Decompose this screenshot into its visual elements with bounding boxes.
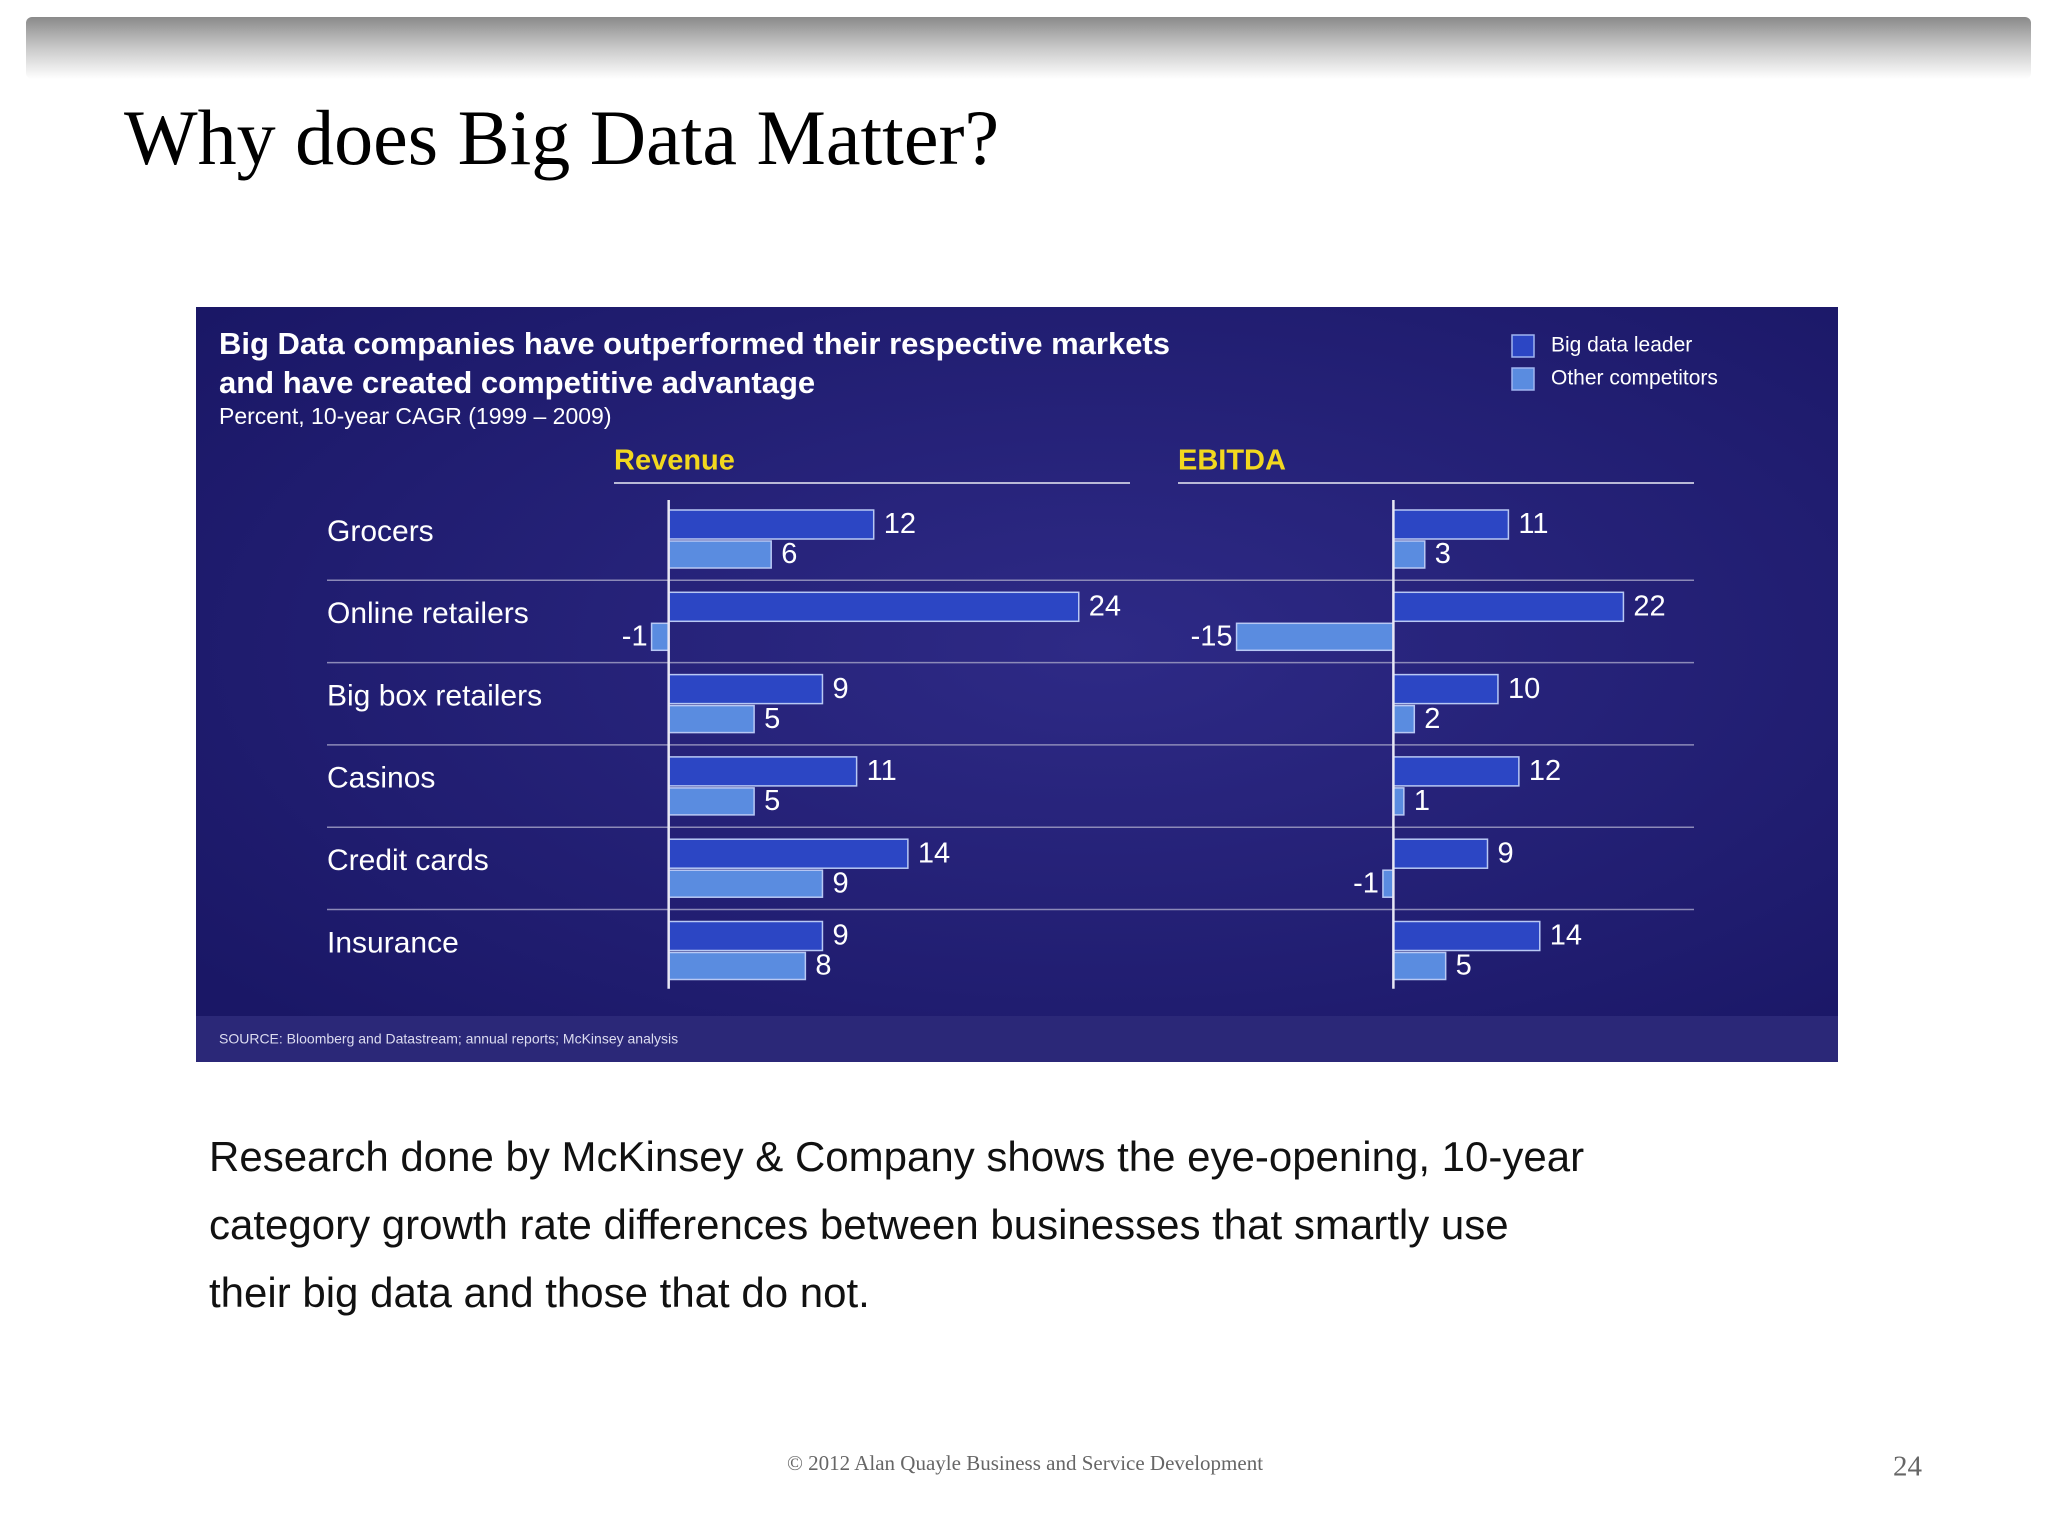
value-label: 6 bbox=[781, 538, 797, 570]
bar bbox=[667, 920, 824, 952]
caption-line: their big data and those that do not. bbox=[209, 1269, 870, 1316]
bar bbox=[1392, 704, 1416, 734]
bar bbox=[1392, 951, 1447, 981]
page-number: 24 bbox=[1893, 1451, 1923, 1483]
value-label: 5 bbox=[1456, 950, 1472, 982]
chart-panel bbox=[196, 307, 1838, 1062]
category-label: Online retailers bbox=[327, 597, 529, 630]
bar bbox=[667, 591, 1080, 623]
bar bbox=[667, 509, 875, 540]
bar bbox=[667, 869, 824, 898]
bar bbox=[1235, 622, 1395, 652]
value-label: 5 bbox=[764, 785, 780, 817]
value-label: -1 bbox=[1353, 867, 1379, 899]
value-label: 5 bbox=[764, 703, 780, 735]
bar bbox=[650, 622, 670, 652]
bar bbox=[1392, 673, 1499, 705]
bar bbox=[1392, 920, 1541, 952]
value-label: 24 bbox=[1089, 590, 1121, 622]
value-label: 14 bbox=[918, 837, 950, 869]
bar bbox=[1392, 591, 1625, 623]
legend-label: Big data leader bbox=[1551, 334, 1692, 357]
caption-line: category growth rate differences between… bbox=[209, 1201, 1509, 1248]
bar bbox=[667, 951, 807, 981]
value-label: 9 bbox=[1497, 837, 1513, 869]
legend-swatch bbox=[1511, 367, 1535, 391]
bar bbox=[1382, 869, 1395, 898]
value-label: 11 bbox=[867, 755, 897, 787]
value-label: 8 bbox=[815, 950, 831, 982]
bar bbox=[667, 673, 824, 705]
category-label: Grocers bbox=[327, 515, 434, 548]
chart-title: and have created competitive advantage bbox=[219, 365, 815, 400]
category-label: Insurance bbox=[327, 926, 459, 959]
category-label: Big box retailers bbox=[327, 679, 542, 712]
panel-title: EBITDA bbox=[1178, 445, 1286, 477]
value-label: -1 bbox=[622, 620, 648, 652]
value-label: 9 bbox=[832, 867, 848, 899]
source-strip bbox=[196, 1016, 1838, 1062]
chart-title: Big Data companies have outperformed the… bbox=[219, 326, 1170, 361]
value-label: 22 bbox=[1633, 590, 1665, 622]
value-label: 3 bbox=[1435, 538, 1451, 570]
top-bar bbox=[26, 17, 2031, 79]
bar bbox=[1392, 756, 1520, 787]
value-label: 1 bbox=[1414, 785, 1430, 817]
chart-source: SOURCE: Bloomberg and Datastream; annual… bbox=[219, 1031, 678, 1047]
value-label: 9 bbox=[832, 920, 848, 952]
value-label: 12 bbox=[1529, 755, 1561, 787]
bar bbox=[667, 756, 858, 787]
value-label: -15 bbox=[1191, 620, 1233, 652]
category-label: Credit cards bbox=[327, 844, 489, 877]
legend-swatch bbox=[1511, 334, 1535, 358]
footer: © 2012 Alan Quayle Business and Service … bbox=[787, 1451, 1263, 1475]
category-label: Casinos bbox=[327, 762, 435, 795]
value-label: 2 bbox=[1424, 703, 1440, 735]
value-label: 14 bbox=[1550, 920, 1582, 952]
bar bbox=[667, 704, 755, 734]
value-label: 9 bbox=[832, 673, 848, 705]
bar bbox=[1392, 787, 1405, 816]
slide-title: Why does Big Data Matter? bbox=[124, 94, 999, 181]
chart-subtitle: Percent, 10-year CAGR (1999 – 2009) bbox=[219, 403, 611, 429]
value-label: 11 bbox=[1518, 508, 1548, 540]
panel-title: Revenue bbox=[614, 445, 735, 477]
caption-line: Research done by McKinsey & Company show… bbox=[209, 1133, 1584, 1180]
legend-label: Other competitors bbox=[1551, 367, 1718, 390]
bar bbox=[1392, 540, 1426, 569]
bar bbox=[1392, 509, 1510, 540]
value-label: 12 bbox=[884, 508, 916, 540]
bar bbox=[667, 838, 909, 869]
bar bbox=[667, 787, 755, 816]
value-label: 10 bbox=[1508, 673, 1540, 705]
bar bbox=[1392, 838, 1489, 869]
bar bbox=[667, 540, 772, 569]
